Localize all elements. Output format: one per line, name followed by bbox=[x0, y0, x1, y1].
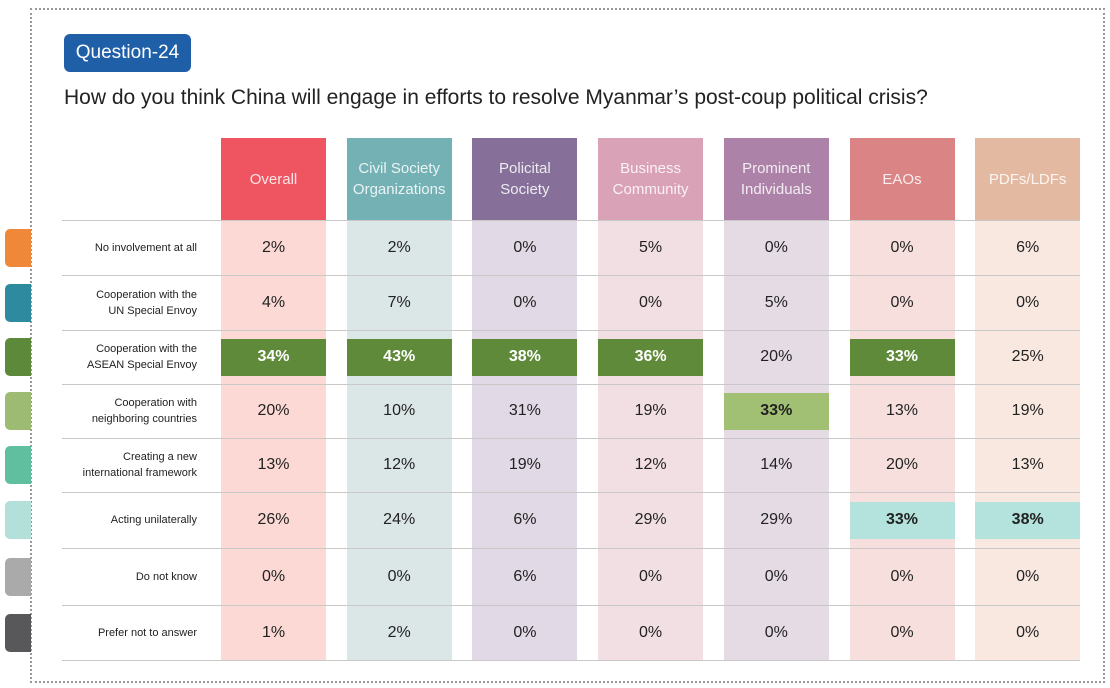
table-cell: 14% bbox=[760, 456, 793, 473]
table-cell: 20% bbox=[760, 348, 793, 365]
table-cell: 13% bbox=[885, 402, 919, 419]
column-header: Prominent Individuals bbox=[723, 138, 829, 220]
table-cell: 12% bbox=[383, 456, 416, 473]
table-cell: 0% bbox=[890, 567, 914, 585]
table-cell: 0% bbox=[513, 293, 537, 311]
row-divider bbox=[62, 275, 1080, 276]
column-6: PDFs/LDFs bbox=[975, 138, 1081, 660]
row-label: Cooperation with the ASEAN Special Envoy bbox=[86, 343, 197, 371]
table-cell: 33% bbox=[849, 338, 955, 376]
table-cell: 25% bbox=[1011, 348, 1044, 365]
row-label: Cooperation with neighboring countries bbox=[91, 397, 197, 425]
table-cell: 38% bbox=[472, 338, 578, 376]
column-header: Overall bbox=[221, 138, 326, 220]
table-cell: 0% bbox=[387, 567, 411, 585]
table-cell: 0% bbox=[890, 238, 914, 256]
table-cell: 20% bbox=[257, 402, 290, 419]
table-cell: 0% bbox=[261, 567, 286, 585]
row-label: Acting unilaterally bbox=[110, 514, 197, 526]
row-label: Creating a new international framework bbox=[82, 451, 197, 479]
table-cell: 0% bbox=[764, 567, 788, 585]
table-cell: 43% bbox=[346, 338, 452, 376]
table-cell: 13% bbox=[1011, 456, 1044, 473]
table-cell: 0% bbox=[513, 238, 537, 256]
table-cell: 0% bbox=[890, 623, 914, 641]
column-2: Policital Society bbox=[472, 138, 578, 660]
row-label: Cooperation with the UN Special Envoy bbox=[96, 288, 197, 317]
table-cell: 0% bbox=[639, 623, 663, 641]
column-header: Policital Society bbox=[472, 138, 578, 220]
table-cell: 2% bbox=[261, 238, 286, 256]
row-divider bbox=[62, 384, 1080, 385]
legend-swatch bbox=[5, 283, 31, 322]
question-title: How do you think China will engage in ef… bbox=[64, 86, 928, 109]
table-cell: 7% bbox=[387, 293, 411, 311]
table-cell: 26% bbox=[257, 511, 290, 528]
table-cell: 0% bbox=[1016, 623, 1040, 641]
legend-swatch bbox=[5, 392, 31, 430]
legend-swatch bbox=[5, 338, 31, 376]
table-cell: 12% bbox=[634, 456, 667, 473]
table-cell: 0% bbox=[639, 567, 663, 585]
table-cell: 2% bbox=[387, 623, 411, 641]
table-cell: 19% bbox=[634, 402, 667, 419]
row-divider bbox=[62, 492, 1080, 493]
column-header: PDFs/LDFs bbox=[975, 138, 1081, 220]
table-cell: 33% bbox=[723, 392, 829, 430]
table-cell: 6% bbox=[513, 567, 537, 585]
column-0: Overall bbox=[221, 138, 326, 660]
table-cell: 4% bbox=[261, 293, 286, 311]
table-cell: 19% bbox=[1011, 402, 1044, 419]
table-cell: 19% bbox=[508, 456, 541, 473]
row-label: Prefer not to answer bbox=[97, 626, 197, 639]
legend-swatch bbox=[5, 557, 31, 596]
column-3: Business Community bbox=[598, 138, 704, 660]
table-cell: 2% bbox=[387, 238, 411, 256]
row-divider bbox=[62, 330, 1080, 331]
table-cell: 5% bbox=[639, 238, 663, 256]
legend-swatch bbox=[5, 228, 31, 267]
table-cell: 0% bbox=[1016, 293, 1040, 311]
row-divider bbox=[62, 660, 1080, 661]
table-cell: 0% bbox=[639, 293, 663, 311]
table-cell: 13% bbox=[257, 456, 290, 473]
column-5: EAOs bbox=[849, 138, 955, 660]
table-cell: 38% bbox=[975, 501, 1081, 539]
row-label: No involvement at all bbox=[94, 241, 197, 254]
row-divider bbox=[62, 438, 1080, 439]
column-header: Business Community bbox=[598, 138, 704, 220]
table-cell: 0% bbox=[764, 238, 788, 256]
row-divider bbox=[62, 548, 1080, 549]
table-cell: 36% bbox=[598, 338, 704, 376]
legend-swatch bbox=[5, 446, 31, 484]
page-frame bbox=[30, 8, 1105, 683]
table-cell: 20% bbox=[885, 456, 919, 473]
row-label: Do not know bbox=[135, 570, 197, 583]
question-badge: Question-24 bbox=[64, 34, 191, 72]
table-cell: 0% bbox=[513, 623, 537, 641]
row-divider bbox=[62, 220, 1080, 221]
table-cell: 6% bbox=[1016, 238, 1040, 256]
table-cell: 33% bbox=[849, 501, 955, 539]
table-cell: 29% bbox=[634, 511, 667, 528]
table-cell: 10% bbox=[383, 402, 416, 419]
column-1: Civil Society Organizations bbox=[346, 138, 452, 660]
table-cell: 0% bbox=[764, 623, 788, 641]
table-cell: 0% bbox=[1016, 567, 1040, 585]
table-cell: 6% bbox=[513, 511, 537, 528]
table-cell: 31% bbox=[508, 402, 541, 419]
legend-swatch bbox=[5, 501, 31, 539]
column-header: Civil Society Organizations bbox=[346, 138, 452, 220]
legend-swatch bbox=[5, 613, 31, 652]
table-cell: 1% bbox=[261, 623, 286, 641]
table-cell: 29% bbox=[760, 511, 793, 528]
table-cell: 24% bbox=[383, 511, 416, 528]
table-cell: 0% bbox=[890, 293, 914, 311]
table-cell: 5% bbox=[764, 293, 788, 311]
row-divider bbox=[62, 605, 1080, 606]
column-header: EAOs bbox=[849, 138, 955, 220]
table-cell: 34% bbox=[221, 338, 326, 376]
